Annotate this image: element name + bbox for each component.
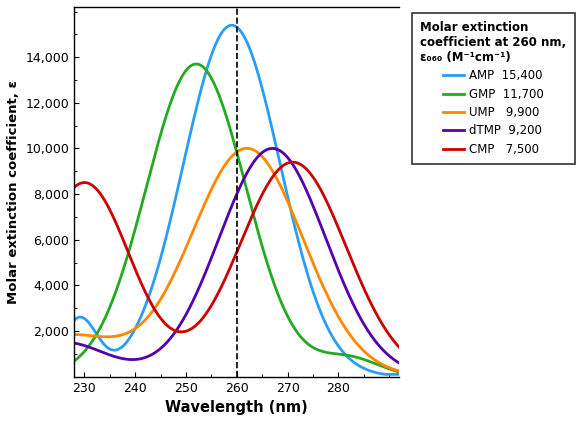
- Y-axis label: Molar extinction coefficient, ε: Molar extinction coefficient, ε: [7, 80, 20, 304]
- Legend: AMP  15,400, GMP  11,700, UMP   9,900, dTMP  9,200, CMP   7,500: AMP 15,400, GMP 11,700, UMP 9,900, dTMP …: [412, 13, 575, 164]
- X-axis label: Wavelength (nm): Wavelength (nm): [165, 400, 308, 415]
